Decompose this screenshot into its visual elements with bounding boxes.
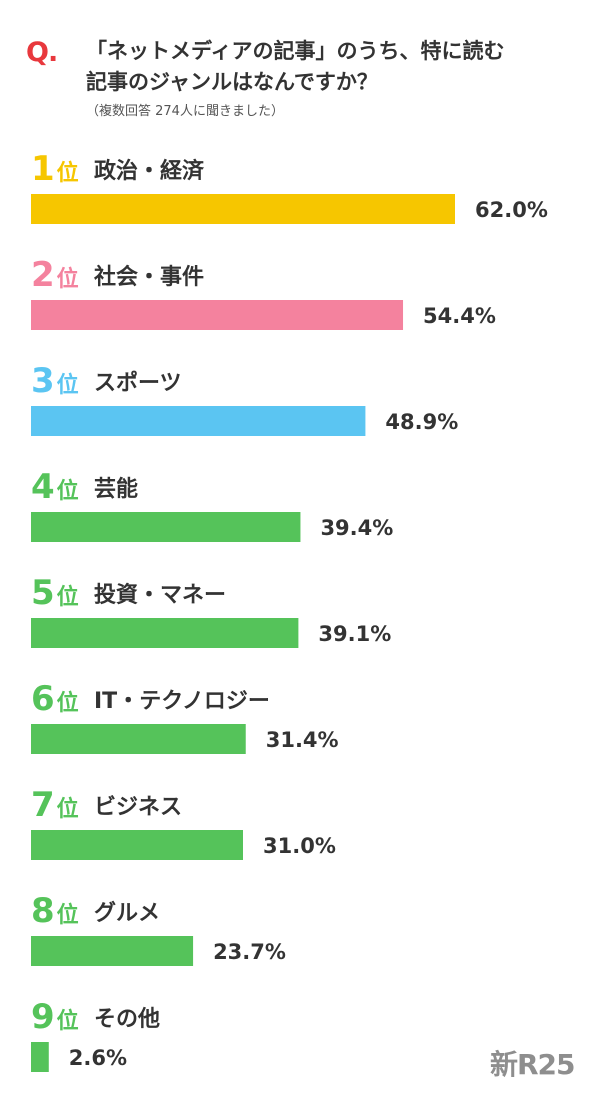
- category-label: 投資・マネー: [94, 582, 226, 608]
- question-line-2: 記事のジャンルはなんですか？: [86, 70, 378, 94]
- rank-number: 6: [31, 679, 55, 719]
- value-label: 23.7%: [213, 940, 286, 964]
- category-label: ビジネス: [94, 795, 182, 820]
- rank-label: 9位: [31, 997, 79, 1037]
- survey-note: （複数回答 274人に聞きました）: [86, 104, 284, 119]
- brand-logo: 新R25: [490, 1048, 576, 1081]
- rank-suffix: 位: [57, 796, 79, 822]
- rank-label: 1位: [31, 149, 79, 189]
- bar: [31, 1042, 49, 1072]
- value-label: 39.1%: [318, 622, 391, 646]
- bar: [31, 512, 301, 542]
- category-label: 芸能: [94, 476, 138, 502]
- rank-suffix: 位: [57, 1008, 79, 1034]
- category-label: 社会・事件: [94, 264, 204, 290]
- rank-number: 5: [31, 573, 55, 613]
- rank-suffix: 位: [57, 584, 79, 610]
- rank-number: 7: [31, 785, 55, 825]
- rank-number: 2: [31, 255, 55, 295]
- value-label: 54.4%: [423, 304, 496, 328]
- category-label: グルメ: [94, 900, 160, 926]
- value-label: 39.4%: [320, 516, 393, 540]
- category-label: 政治・経済: [94, 158, 205, 184]
- category-label: スポーツ: [94, 370, 182, 396]
- rank-number: 3: [31, 361, 55, 401]
- question-header: Q. 「ネットメディアの記事」のうち、特に読む 記事のジャンルはなんですか？ （…: [0, 0, 600, 140]
- rank-label: 3位: [31, 361, 79, 401]
- bar: [31, 830, 243, 860]
- bar: [31, 936, 194, 966]
- rank-number: 8: [31, 891, 55, 931]
- rank-number: 9: [31, 997, 55, 1037]
- bar: [31, 724, 246, 754]
- rank-label: 6位: [31, 679, 79, 719]
- bar: [31, 618, 299, 648]
- rank-label: 5位: [31, 573, 79, 613]
- rank-number: 1: [31, 149, 55, 189]
- value-label: 2.6%: [69, 1046, 127, 1070]
- question-line-1: 「ネットメディアの記事」のうち、特に読む: [86, 39, 505, 63]
- question-title: 「ネットメディアの記事」のうち、特に読む 記事のジャンルはなんですか？: [86, 36, 576, 98]
- rank-label: 8位: [31, 891, 79, 931]
- rank-suffix: 位: [57, 372, 79, 398]
- rank-suffix: 位: [57, 902, 79, 928]
- bar: [31, 406, 366, 436]
- bar: [31, 194, 455, 224]
- rank-label: 4位: [31, 467, 79, 507]
- value-label: 31.4%: [266, 728, 339, 752]
- rank-label: 2位: [31, 255, 79, 295]
- value-label: 31.0%: [263, 834, 336, 858]
- rank-label: 7位: [31, 785, 79, 825]
- bar: [31, 300, 404, 330]
- rank-suffix: 位: [57, 266, 79, 292]
- rank-suffix: 位: [57, 478, 79, 504]
- rank-suffix: 位: [57, 690, 79, 716]
- category-label: その他: [94, 1007, 160, 1032]
- value-label: 48.9%: [385, 410, 458, 434]
- value-label: 62.0%: [475, 198, 548, 222]
- question-mark: Q.: [26, 37, 58, 68]
- rank-suffix: 位: [57, 160, 79, 186]
- rank-number: 4: [31, 467, 55, 507]
- category-label: IT・テクノロジー: [94, 689, 270, 714]
